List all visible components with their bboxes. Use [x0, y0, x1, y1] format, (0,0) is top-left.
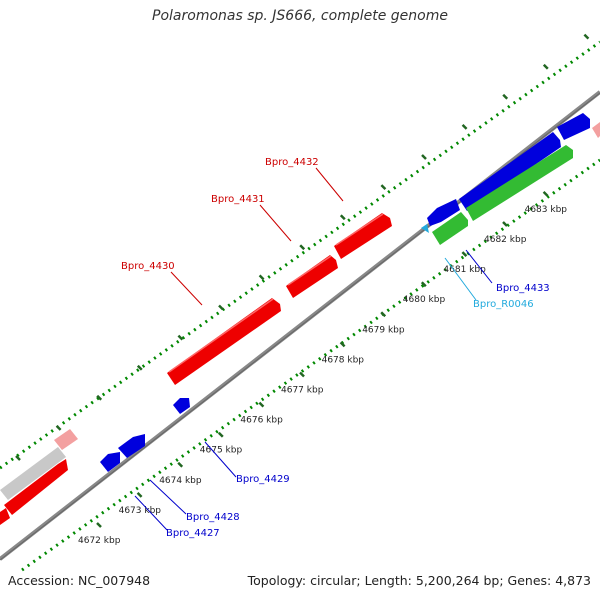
- gene-label-bpro-4427[interactable]: Bpro_4427: [166, 528, 220, 539]
- gene-highlight-4430: [168, 298, 274, 373]
- faded-gene-pink-left: [54, 429, 78, 450]
- gene-arrow-bpro-4428: [118, 434, 145, 458]
- tick-label: 4672 kbp: [78, 536, 121, 546]
- outer-tick-mark: [136, 364, 143, 371]
- tick-mark: [96, 522, 102, 528]
- gene-arrow-right-blue: [557, 113, 590, 140]
- outer-tick-mark: [583, 33, 590, 40]
- gene-highlight-4431: [287, 255, 332, 286]
- leader-bpro-4432: [315, 167, 344, 202]
- leader-bpro-4431: [259, 204, 292, 242]
- gene-label-bpro-r0046[interactable]: Bpro_R0046: [473, 299, 534, 310]
- gene-label-bpro-4430[interactable]: Bpro_4430: [121, 261, 175, 272]
- tick-mark: [461, 251, 468, 257]
- tick-mark: [258, 401, 265, 408]
- gene-arrow-left-red: [4, 459, 68, 515]
- outer-tick-mark: [15, 455, 21, 461]
- gene-label-bpro-4433[interactable]: Bpro_4433: [496, 283, 550, 294]
- outer-tick-mark: [258, 274, 265, 281]
- outer-tick-ring: [0, 40, 600, 470]
- outer-tick-mark: [339, 214, 346, 221]
- map-title: Polaromonas sp. JS666, complete genome: [152, 8, 448, 24]
- tick-label: 4680 kbp: [403, 295, 446, 305]
- leader-bpro-4428: [149, 479, 187, 515]
- tick-label: 4678 kbp: [322, 355, 365, 365]
- outer-tick-mark: [218, 304, 224, 311]
- tick-label: 4682 kbp: [484, 235, 527, 245]
- gene-label-bpro-4431[interactable]: Bpro_4431: [211, 194, 265, 205]
- leader-bpro-4430: [170, 271, 203, 306]
- outer-tick-mark: [542, 63, 549, 70]
- gene-label-bpro-4428[interactable]: Bpro_4428: [186, 512, 240, 523]
- faded-gene-pink-right: [592, 122, 600, 138]
- outer-tick-mark: [299, 244, 306, 251]
- faded-gene-gray: [0, 447, 66, 500]
- outer-tick-mark: [421, 154, 427, 160]
- outer-tick-mark: [177, 334, 184, 341]
- tick-label: 4675 kbp: [200, 446, 243, 456]
- gene-arrow-bpro-4433: [459, 132, 561, 211]
- tick-mark: [136, 492, 143, 498]
- inner-tick-ring: [21, 158, 600, 572]
- gene-arrow-bpro-4431: [286, 255, 338, 298]
- tick-marks: 4672 kbp 4673 kbp 4674 kbp 4675 kbp 4676 kbp…: [15, 33, 590, 546]
- accession-text: Accession: NC_007948: [8, 573, 151, 588]
- rna-arrow-green: [466, 145, 573, 221]
- tick-mark: [217, 431, 224, 438]
- tick-label: 4674 kbp: [159, 476, 202, 486]
- tick-mark: [420, 281, 427, 288]
- gene-arrow-bpro-4433-left: [427, 199, 460, 226]
- gene-arrow-left-red-stub: [0, 508, 10, 525]
- tick-mark: [177, 461, 184, 468]
- tick-mark: [339, 341, 346, 348]
- outer-tick-mark: [461, 124, 468, 130]
- leader-bpro-4433: [465, 249, 493, 284]
- gene-highlight-4432: [335, 213, 384, 246]
- outer-tick-mark: [502, 93, 509, 100]
- gene-label-bpro-4432[interactable]: Bpro_4432: [265, 157, 319, 168]
- genome-summary-text: Topology: circular; Length: 5,200,264 bp…: [247, 573, 591, 588]
- gene-arrow-bpro-4427: [100, 452, 120, 472]
- tick-label: 4676 kbp: [240, 416, 283, 426]
- tick-label: 4683 kbp: [525, 205, 568, 215]
- leader-bpro-4429: [204, 441, 237, 478]
- rna-arrow-green-left: [432, 212, 468, 245]
- outer-tick-mark: [96, 394, 103, 401]
- tick-label: 4679 kbp: [362, 325, 405, 335]
- gene-label-bpro-4429[interactable]: Bpro_4429: [236, 474, 290, 485]
- rna-marker-bpro-r0046: [421, 224, 429, 233]
- tick-mark: [380, 311, 387, 318]
- tick-mark: [502, 221, 508, 227]
- tick-label: 4673 kbp: [119, 506, 162, 516]
- gene-arrow-bpro-4429: [173, 398, 190, 414]
- gene-arrow-bpro-4432: [334, 213, 392, 259]
- tick-label: 4677 kbp: [281, 386, 324, 396]
- gene-arrow-bpro-4430: [167, 298, 281, 385]
- tick-mark: [299, 371, 305, 378]
- tick-label: 4681 kbp: [443, 265, 486, 275]
- outer-tick-mark: [380, 184, 387, 190]
- tick-mark: [542, 191, 549, 197]
- leader-bpro-4427: [134, 495, 168, 531]
- outer-tick-mark: [55, 425, 62, 431]
- leader-bpro-r0046: [444, 257, 477, 301]
